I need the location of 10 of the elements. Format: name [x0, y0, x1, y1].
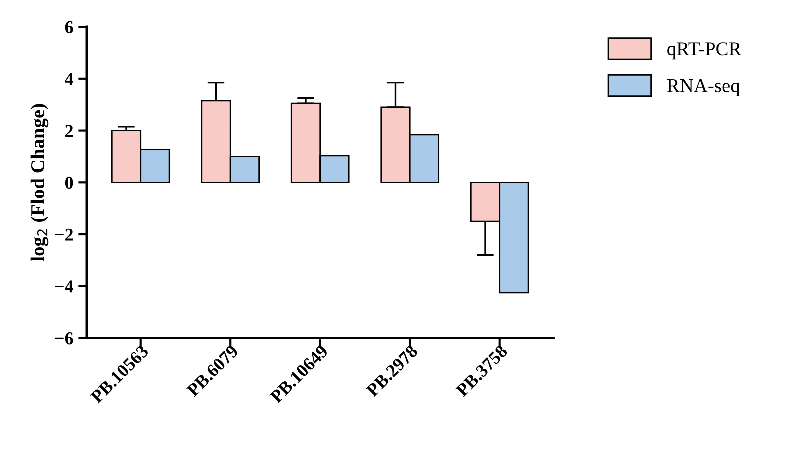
- y-tick-label: −2: [55, 228, 74, 241]
- legend-label: RNA-seq: [667, 79, 740, 96]
- legend-label: qRT-PCR: [668, 42, 742, 60]
- y-tick-label: 6: [65, 21, 74, 34]
- y-tick-label: 4: [65, 73, 74, 86]
- y-tick-label: 0: [65, 176, 74, 190]
- y-tick-label: 2: [66, 125, 74, 138]
- y-axis-title: log$_{2}$ (Flod Change): [30, 104, 49, 262]
- y-tick-label: −4: [55, 280, 74, 293]
- y-tick-label: −6: [55, 332, 74, 345]
